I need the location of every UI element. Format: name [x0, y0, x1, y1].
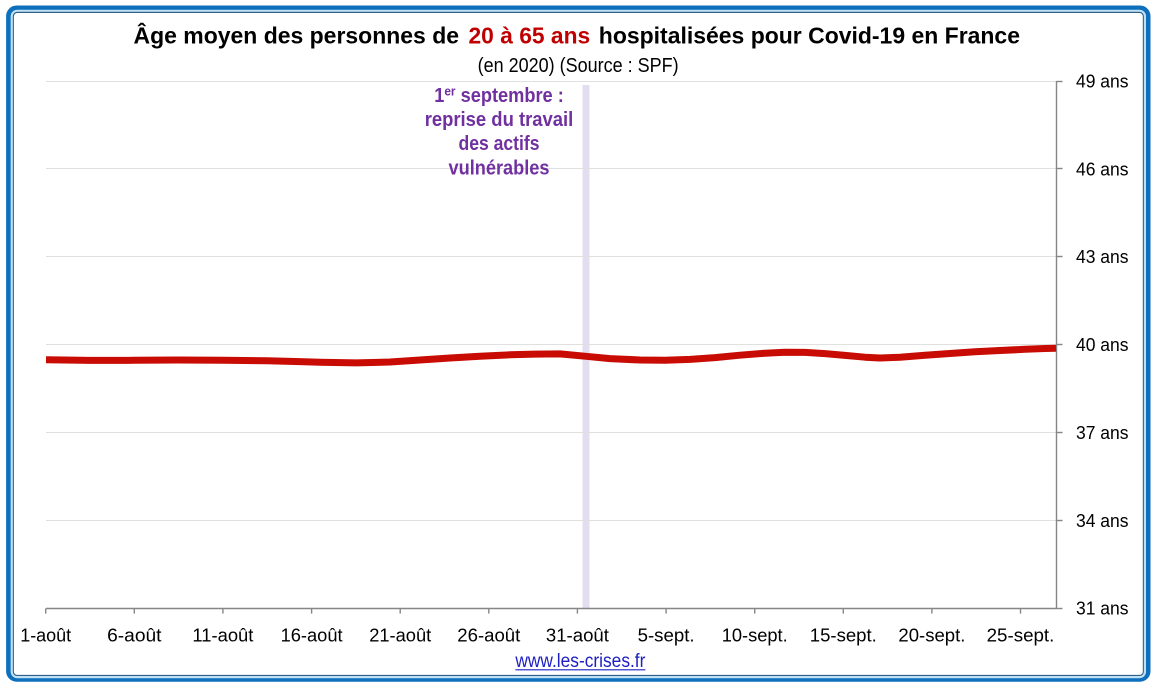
svg-text:reprise du travail: reprise du travail: [425, 109, 574, 131]
svg-text:34 ans: 34 ans: [1076, 510, 1129, 531]
svg-text:40 ans: 40 ans: [1076, 334, 1129, 355]
svg-text:21-août: 21-août: [369, 625, 431, 646]
svg-text:26-août: 26-août: [457, 625, 520, 646]
svg-text:37 ans: 37 ans: [1076, 422, 1129, 443]
svg-text:16-août: 16-août: [281, 625, 343, 646]
svg-text:10-sept.: 10-sept.: [722, 625, 788, 646]
svg-text:31-août: 31-août: [546, 625, 609, 646]
svg-text:20-sept.: 20-sept.: [898, 625, 965, 646]
svg-text:43 ans: 43 ans: [1076, 246, 1129, 267]
svg-text:46 ans: 46 ans: [1076, 158, 1129, 179]
svg-text:25-sept.: 25-sept.: [987, 625, 1055, 646]
svg-text:hospitalisées pour Covid-19 en: hospitalisées pour Covid-19 en France: [599, 23, 1020, 49]
svg-text:49 ans: 49 ans: [1076, 70, 1129, 91]
svg-text:31 ans: 31 ans: [1076, 598, 1129, 619]
svg-text:www.les-crises.fr: www.les-crises.fr: [514, 651, 646, 672]
svg-text:1-août: 1-août: [20, 625, 71, 646]
svg-text:(en 2020) (Source : SPF): (en 2020) (Source : SPF): [478, 55, 679, 77]
svg-text:5-sept.: 5-sept.: [638, 625, 695, 646]
svg-text:15-sept.: 15-sept.: [810, 625, 877, 646]
svg-text:vulnérables: vulnérables: [449, 157, 550, 179]
svg-text:Âge moyen des personnes de: Âge moyen des personnes de: [134, 22, 460, 49]
svg-text:1er septembre :: 1er septembre :: [434, 84, 564, 108]
svg-text:des actifs: des actifs: [459, 133, 540, 155]
svg-text:20 à 65 ans: 20 à 65 ans: [469, 23, 591, 49]
svg-text:11-août: 11-août: [192, 625, 253, 646]
svg-text:6-août: 6-août: [107, 625, 161, 646]
